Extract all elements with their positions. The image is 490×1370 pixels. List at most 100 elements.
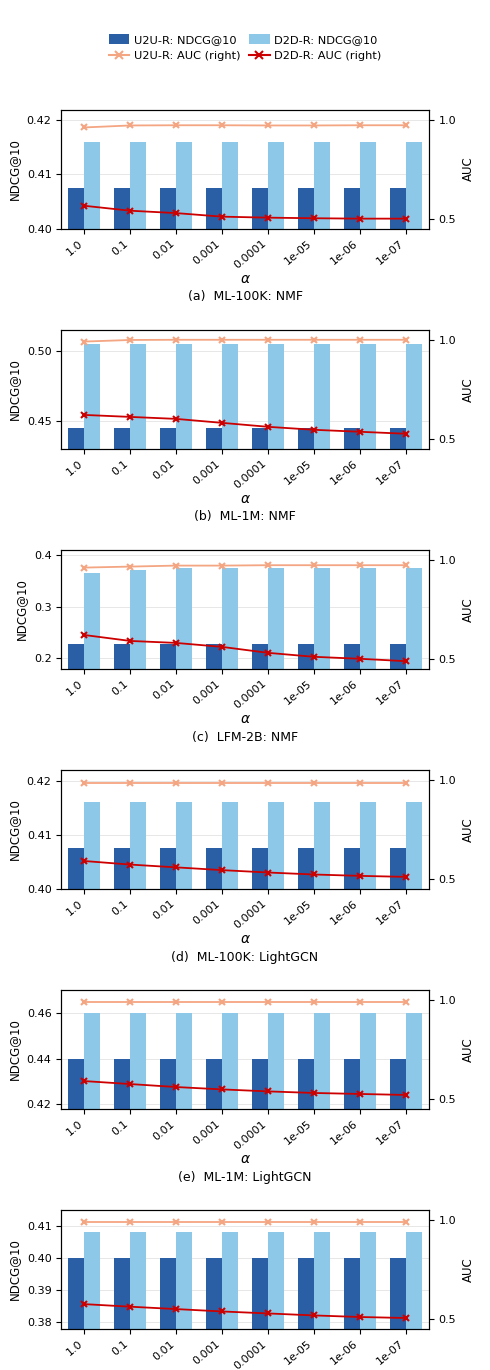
Bar: [360, 1233, 376, 1329]
X-axis label: α: α: [241, 273, 249, 286]
Bar: [268, 1233, 284, 1329]
Y-axis label: NDCG@10: NDCG@10: [8, 358, 21, 421]
Bar: [344, 1258, 360, 1329]
Bar: [406, 1012, 422, 1108]
Bar: [84, 1012, 100, 1108]
Bar: [114, 1258, 130, 1329]
Bar: [314, 1233, 330, 1329]
Bar: [84, 1233, 100, 1329]
Y-axis label: NDCG@10: NDCG@10: [8, 138, 21, 200]
Bar: [344, 1059, 360, 1108]
Bar: [114, 1059, 130, 1108]
Legend: U2U-R: NDCG@10, U2U-R: AUC (right), D2D-R: NDCG@10, D2D-R: AUC (right): U2U-R: NDCG@10, U2U-R: AUC (right), D2D-…: [105, 30, 385, 64]
Bar: [114, 848, 130, 889]
Bar: [84, 344, 100, 448]
Bar: [176, 803, 192, 889]
Bar: [360, 344, 376, 448]
Bar: [298, 427, 314, 448]
Bar: [176, 142, 192, 229]
Bar: [206, 1258, 222, 1329]
Bar: [160, 1258, 176, 1329]
Y-axis label: AUC: AUC: [462, 377, 475, 401]
Bar: [314, 567, 330, 669]
Bar: [206, 188, 222, 229]
Bar: [84, 573, 100, 669]
Bar: [68, 644, 84, 669]
Bar: [206, 644, 222, 669]
Bar: [130, 1012, 146, 1108]
Bar: [360, 1012, 376, 1108]
Bar: [206, 848, 222, 889]
Bar: [222, 344, 238, 448]
Y-axis label: NDCG@10: NDCG@10: [15, 578, 28, 640]
Bar: [298, 1059, 314, 1108]
Bar: [406, 567, 422, 669]
Bar: [160, 644, 176, 669]
Bar: [344, 188, 360, 229]
Bar: [268, 142, 284, 229]
Bar: [360, 803, 376, 889]
Y-axis label: NDCG@10: NDCG@10: [8, 1238, 21, 1300]
Bar: [130, 570, 146, 669]
Bar: [390, 848, 406, 889]
Bar: [298, 848, 314, 889]
Bar: [406, 344, 422, 448]
Bar: [68, 848, 84, 889]
Y-axis label: AUC: AUC: [462, 156, 475, 181]
Bar: [222, 1012, 238, 1108]
Bar: [390, 1059, 406, 1108]
Bar: [160, 188, 176, 229]
Bar: [344, 644, 360, 669]
Bar: [114, 644, 130, 669]
Y-axis label: NDCG@10: NDCG@10: [8, 1018, 21, 1081]
Bar: [252, 644, 268, 669]
Bar: [344, 427, 360, 448]
Bar: [314, 803, 330, 889]
Bar: [176, 344, 192, 448]
Y-axis label: AUC: AUC: [462, 1258, 475, 1282]
Bar: [252, 848, 268, 889]
X-axis label: α: α: [241, 712, 249, 726]
Bar: [390, 644, 406, 669]
Bar: [314, 344, 330, 448]
Bar: [160, 427, 176, 448]
Y-axis label: AUC: AUC: [462, 1037, 475, 1062]
Bar: [406, 1233, 422, 1329]
Bar: [222, 803, 238, 889]
Bar: [68, 1258, 84, 1329]
Bar: [298, 644, 314, 669]
Bar: [176, 1012, 192, 1108]
Y-axis label: AUC: AUC: [462, 597, 475, 622]
Bar: [68, 427, 84, 448]
Bar: [114, 427, 130, 448]
Bar: [176, 1233, 192, 1329]
Bar: [268, 1012, 284, 1108]
Bar: [360, 567, 376, 669]
Bar: [252, 427, 268, 448]
Bar: [314, 142, 330, 229]
Text: (d)  ML-100K: LightGCN: (d) ML-100K: LightGCN: [172, 951, 318, 963]
Bar: [252, 188, 268, 229]
Bar: [68, 188, 84, 229]
Bar: [114, 188, 130, 229]
X-axis label: α: α: [241, 492, 249, 507]
Bar: [390, 427, 406, 448]
Bar: [160, 848, 176, 889]
Bar: [84, 142, 100, 229]
Y-axis label: AUC: AUC: [462, 817, 475, 841]
Text: (c)  LFM-2B: NMF: (c) LFM-2B: NMF: [192, 730, 298, 744]
X-axis label: α: α: [241, 933, 249, 947]
Bar: [130, 142, 146, 229]
Bar: [298, 188, 314, 229]
Bar: [252, 1258, 268, 1329]
Y-axis label: NDCG@10: NDCG@10: [8, 799, 21, 860]
Text: (e)  ML-1M: LightGCN: (e) ML-1M: LightGCN: [178, 1171, 312, 1184]
Bar: [206, 427, 222, 448]
Bar: [406, 142, 422, 229]
Bar: [206, 1059, 222, 1108]
Bar: [360, 142, 376, 229]
Bar: [68, 1059, 84, 1108]
Text: (a)  ML-100K: NMF: (a) ML-100K: NMF: [188, 290, 302, 303]
X-axis label: α: α: [241, 1152, 249, 1166]
Bar: [268, 567, 284, 669]
